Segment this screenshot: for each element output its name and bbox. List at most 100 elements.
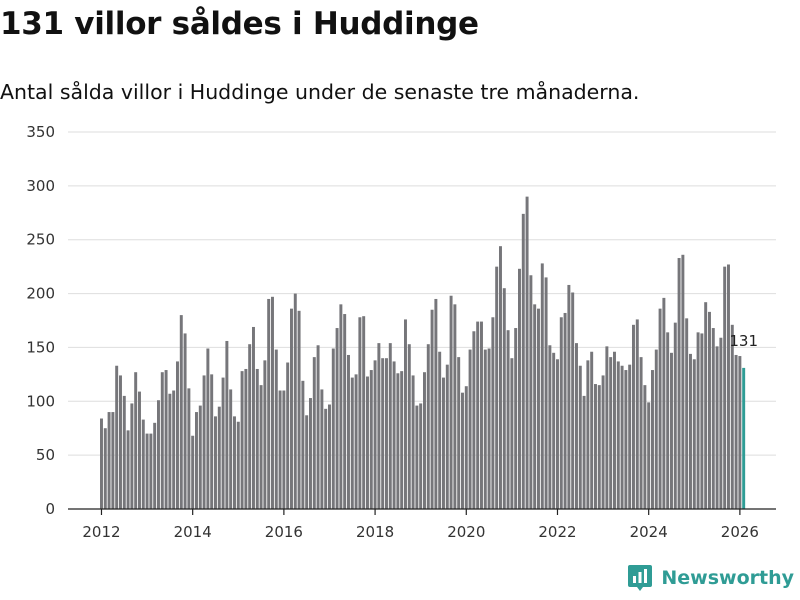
y-tick-label: 250 (26, 231, 55, 249)
x-axis: 2012 2014 2016 2018 2020 2022 2024 2026 (68, 508, 776, 541)
x-tick-label: 2012 (82, 523, 120, 541)
bar (654, 349, 658, 509)
bar (111, 412, 115, 509)
bar (696, 332, 700, 509)
bar (278, 390, 282, 509)
y-tick-label: 100 (26, 392, 55, 410)
bar (734, 354, 738, 509)
bar (392, 361, 396, 509)
bar (301, 380, 305, 509)
bar (719, 337, 723, 509)
bar (491, 317, 495, 509)
bar (107, 412, 111, 509)
bar (502, 288, 506, 509)
bar (613, 351, 616, 509)
bar (214, 416, 217, 509)
bar (286, 362, 290, 509)
bar (727, 264, 730, 509)
y-tick-label: 300 (26, 177, 55, 195)
y-tick-label: 350 (26, 123, 55, 141)
bar (119, 375, 122, 509)
bar (620, 365, 624, 509)
brand-logo: Newsworthy (627, 564, 794, 592)
bar (297, 310, 301, 509)
y-tick-label: 150 (26, 338, 55, 356)
bar (202, 375, 206, 509)
bar (423, 372, 426, 509)
bar (138, 391, 141, 509)
bar (590, 351, 594, 509)
bar (141, 419, 145, 509)
bar (240, 371, 244, 509)
bar (544, 277, 548, 509)
bar (681, 254, 685, 509)
bar (229, 389, 233, 509)
x-tick-label: 2026 (721, 523, 759, 541)
bar (122, 395, 126, 509)
bar (559, 317, 563, 509)
x-tick-label: 2016 (265, 523, 303, 541)
bar (415, 405, 419, 509)
bar (692, 359, 696, 509)
bar (647, 402, 651, 509)
bar (487, 348, 491, 509)
bar (115, 365, 119, 509)
bar (358, 317, 362, 509)
bar (666, 332, 670, 509)
bar (343, 314, 347, 509)
bar (670, 352, 673, 509)
bar (476, 321, 480, 509)
bar (616, 361, 620, 509)
bar (271, 296, 274, 509)
bar (643, 385, 647, 509)
bar (126, 430, 130, 509)
x-tick-label: 2018 (356, 523, 394, 541)
bar (639, 357, 643, 509)
bar (704, 302, 708, 509)
bar (605, 346, 609, 509)
bar (483, 349, 487, 509)
bar (658, 308, 662, 509)
bar (453, 304, 457, 509)
bar (563, 312, 567, 509)
bar (628, 364, 632, 509)
bar (324, 408, 328, 509)
bar (529, 275, 533, 509)
bar (176, 361, 179, 509)
bar (385, 358, 388, 509)
bar (221, 377, 225, 509)
y-axis-labels: 0 50 100 150 200 250 300 350 (26, 123, 55, 518)
bar (388, 343, 392, 509)
bar (632, 324, 635, 509)
x-tick-label: 2024 (630, 523, 668, 541)
x-tick-label: 2014 (174, 523, 212, 541)
bar (198, 405, 202, 509)
bar (404, 319, 407, 509)
bar (160, 372, 164, 509)
bar (506, 330, 510, 509)
bar (430, 309, 434, 509)
bar (673, 322, 677, 509)
bar (263, 360, 267, 509)
bar (651, 370, 654, 509)
bar (533, 304, 537, 509)
bar-latest (742, 367, 746, 509)
bar (445, 364, 449, 509)
bar (537, 308, 540, 509)
bar (100, 418, 103, 509)
bar (434, 298, 438, 509)
bar (309, 398, 312, 509)
bar (723, 266, 727, 509)
bar (609, 357, 613, 509)
bar (677, 258, 681, 509)
bar (316, 345, 320, 509)
bar (540, 263, 544, 509)
newsworthy-logo-icon (628, 565, 653, 591)
bar (248, 344, 252, 509)
bar (567, 284, 571, 509)
bar (335, 328, 339, 509)
bar (571, 292, 575, 509)
bar (685, 318, 689, 509)
x-tick-label: 2022 (538, 523, 576, 541)
